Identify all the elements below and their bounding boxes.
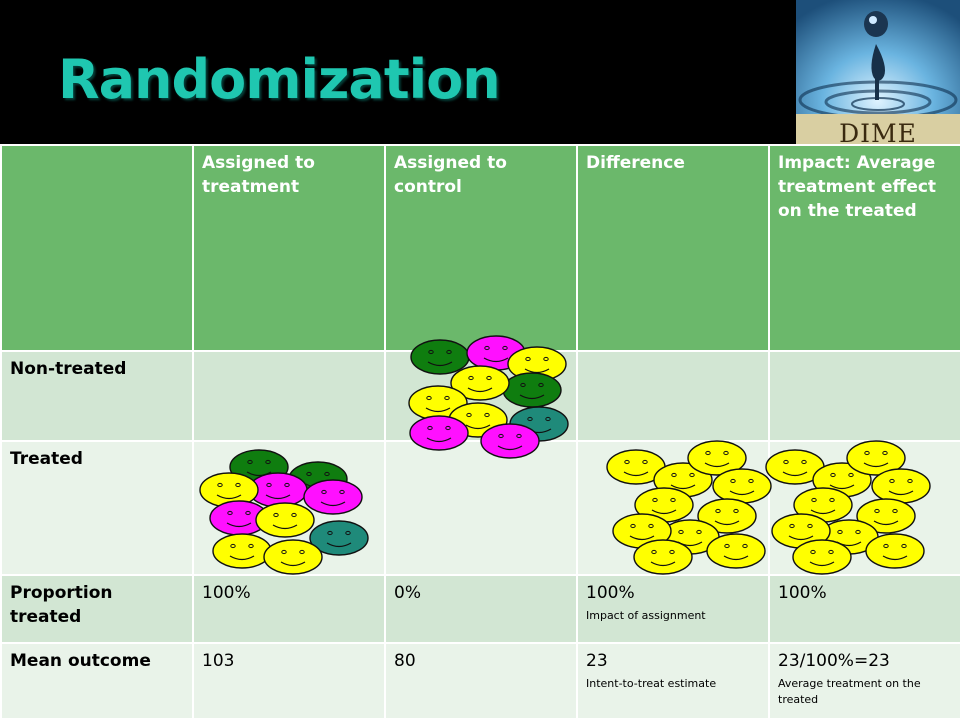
header-assigned-control: Assigned to control [384, 144, 578, 352]
table-cell [576, 440, 770, 576]
table-cell [192, 350, 386, 442]
table-cell: 100% Impact of assignment [576, 574, 770, 644]
table-row-proportion-treated: Proportion treated 100% 0% 100% Impact of… [0, 574, 960, 644]
header-impact: Impact: Average treatment effect on the … [768, 144, 960, 352]
table-cell: 23 Intent-to-treat estimate [576, 642, 770, 720]
water-drop-logo-icon [796, 0, 960, 144]
table-row-treated: Treated [0, 440, 960, 576]
table-cell [768, 350, 960, 442]
table-cell: 103 [192, 642, 386, 720]
row-label-treated: Treated [0, 440, 194, 576]
randomization-table: Assigned to treatment Assigned to contro… [0, 144, 960, 720]
table-cell: 0% [384, 574, 578, 644]
table-cell [384, 350, 578, 442]
slide-title: Randomization [58, 48, 501, 111]
table-row-mean-outcome: Mean outcome 103 80 23 Intent-to-treat es… [0, 642, 960, 720]
row-label-non-treated: Non-treated [0, 350, 194, 442]
cell-value: 23/100%=23 [778, 651, 890, 671]
cell-value: 103 [202, 651, 235, 671]
cell-note: Impact of assignment [586, 608, 706, 622]
table-cell: 100% [768, 574, 960, 644]
cell-value: 100% [778, 583, 827, 603]
header-assigned-treatment: Assigned to treatment [192, 144, 386, 352]
table-cell: 23/100%=23 Average treatment on the treat… [768, 642, 960, 720]
cell-value: 0% [394, 583, 421, 603]
cell-note: Average treatment on the treated [778, 676, 921, 707]
cell-value: 80 [394, 651, 416, 671]
row-label-proportion-treated: Proportion treated [0, 574, 194, 644]
table-cell [192, 440, 386, 576]
header-row: Assigned to treatment Assigned to contro… [0, 144, 960, 352]
table-cell [384, 440, 578, 576]
table-cell: 80 [384, 642, 578, 720]
table-cell [576, 350, 770, 442]
row-label-mean-outcome: Mean outcome [0, 642, 194, 720]
cell-value: 23 [586, 651, 608, 671]
table-cell: 100% [192, 574, 386, 644]
cell-value: 100% [586, 583, 635, 603]
header-difference: Difference [576, 144, 770, 352]
table-row-non-treated: Non-treated [0, 350, 960, 442]
table-cell [768, 440, 960, 576]
logo-text: DIME [839, 119, 917, 144]
cell-value: 100% [202, 583, 251, 603]
header-cell-empty [0, 144, 194, 352]
dime-logo: DIME [796, 0, 960, 144]
cell-note: Intent-to-treat estimate [586, 676, 717, 690]
